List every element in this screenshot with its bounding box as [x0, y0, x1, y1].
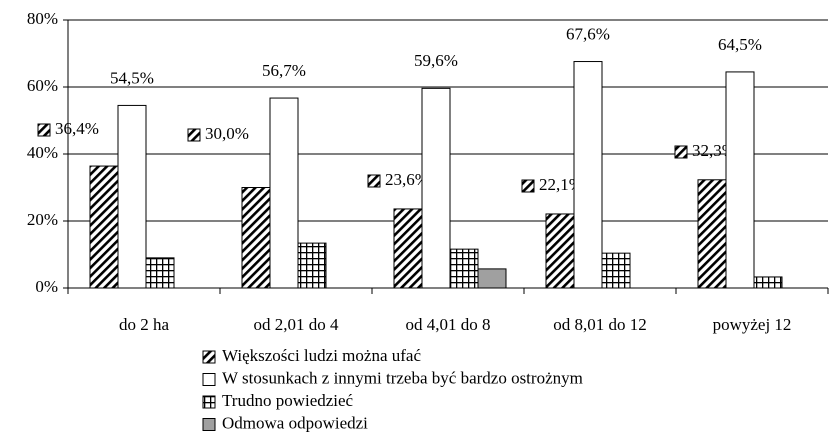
bar: [117, 104, 147, 289]
data-label: 59,6%: [414, 51, 458, 70]
label-key: [674, 145, 688, 159]
label-key: [521, 179, 535, 193]
bar: [269, 97, 299, 289]
data-label: 56,7%: [262, 61, 306, 80]
bar: [89, 165, 119, 289]
bar: [545, 213, 575, 289]
data-label: 64,5%: [718, 35, 762, 54]
data-label: 67,6%: [566, 24, 610, 43]
data-label: 36,4%: [55, 119, 99, 138]
x-tick-label: od 2,01 do 4: [254, 315, 340, 334]
bar: [297, 242, 327, 289]
label-key: [367, 174, 381, 188]
data-label: 30,0%: [205, 124, 249, 143]
bar: [725, 71, 755, 289]
data-label: 32,3%: [692, 141, 736, 160]
bar: [477, 268, 507, 289]
data-label: 23,6%: [385, 170, 429, 189]
x-tick-label: powyżej 12: [713, 315, 792, 334]
bar: [573, 61, 603, 289]
label-key: [187, 128, 201, 142]
legend-key: [202, 373, 216, 386]
x-tick-label: do 2 ha: [119, 315, 170, 334]
y-tick-label: 60%: [27, 76, 58, 95]
legend-key: [202, 395, 216, 409]
bar: [145, 257, 175, 289]
legend-label: Odmowa odpowiedzi: [222, 413, 368, 432]
legend-label: W stosunkach z innymi trzeba być bardzo …: [222, 368, 583, 387]
data-label: 22,1%: [539, 175, 583, 194]
label-key: [37, 123, 51, 137]
bar: [753, 276, 783, 289]
legend-key: [202, 350, 216, 364]
legend-key: [202, 418, 216, 431]
bar: [697, 179, 727, 289]
bar: [241, 187, 271, 289]
y-tick-label: 0%: [35, 277, 58, 296]
y-tick-label: 20%: [27, 210, 58, 229]
x-tick-label: od 4,01 do 8: [406, 315, 491, 334]
y-tick-label: 80%: [27, 9, 58, 28]
x-tick-label: od 8,01 do 12: [553, 315, 647, 334]
bar: [393, 208, 423, 289]
data-label: 54,5%: [110, 68, 154, 87]
bar: [601, 252, 631, 289]
legend-label: Większości ludzi można ufać: [222, 346, 421, 365]
y-tick-label: 40%: [27, 143, 58, 162]
bar: [421, 87, 451, 289]
bar: [449, 248, 479, 289]
legend-label: Trudno powiedzieć: [222, 391, 354, 410]
